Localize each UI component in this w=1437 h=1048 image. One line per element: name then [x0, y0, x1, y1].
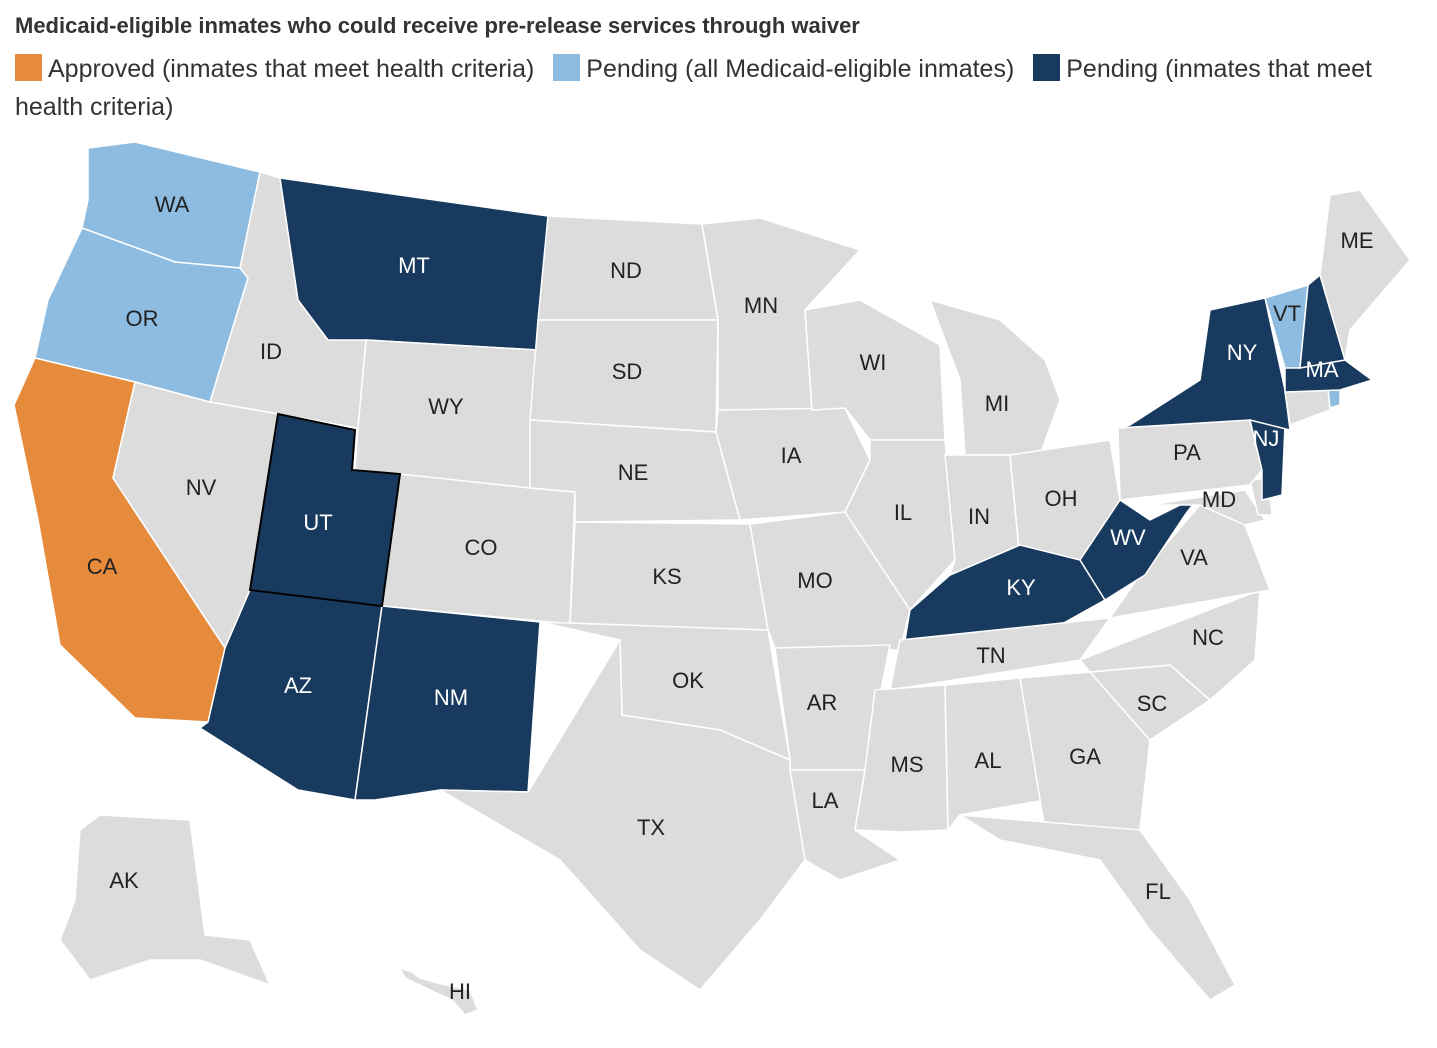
label-ME: ME — [1341, 228, 1374, 253]
label-IL: IL — [894, 500, 912, 525]
label-CA: CA — [87, 554, 118, 579]
label-ID: ID — [260, 339, 282, 364]
label-LA: LA — [812, 788, 839, 813]
legend-swatch-approved — [15, 54, 42, 81]
legend-label-approved: Approved (inmates that meet health crite… — [48, 55, 535, 83]
label-FL: FL — [1145, 879, 1171, 904]
label-MO: MO — [797, 568, 832, 593]
label-AZ: AZ — [284, 673, 312, 698]
state-KY[interactable] — [904, 544, 1106, 641]
label-WV: WV — [1110, 525, 1146, 550]
legend-item-pending-health: Pending (inmates that meet health criter… — [15, 54, 1372, 121]
label-OH: OH — [1045, 486, 1078, 511]
state-GA[interactable] — [1019, 671, 1151, 831]
label-NC: NC — [1192, 625, 1224, 650]
label-MT: MT — [398, 253, 430, 278]
label-AR: AR — [807, 690, 838, 715]
label-NE: NE — [618, 460, 649, 485]
state-CT[interactable] — [1284, 387, 1331, 426]
state-ME[interactable] — [1319, 189, 1411, 361]
label-UT: UT — [303, 510, 332, 535]
utah-outline — [248, 412, 402, 608]
label-KS: KS — [652, 564, 681, 589]
label-AL: AL — [975, 748, 1002, 773]
state-FL[interactable] — [959, 814, 1236, 1001]
legend-swatch-pending-all — [553, 54, 581, 81]
label-TX: TX — [637, 815, 665, 840]
label-VA: VA — [1180, 545, 1208, 570]
state-HI[interactable] — [399, 967, 479, 1016]
label-NY: NY — [1227, 340, 1258, 365]
state-AL[interactable] — [944, 677, 1046, 831]
label-MN: MN — [744, 293, 778, 318]
label-VT: VT — [1273, 301, 1301, 326]
label-MA: MA — [1306, 357, 1339, 382]
label-KY: KY — [1006, 575, 1036, 600]
label-NJ: NJ — [1253, 426, 1280, 451]
label-WY: WY — [428, 394, 464, 419]
legend-label-pending-health: Pending (inmates that meet health criter… — [15, 55, 1372, 121]
label-OK: OK — [672, 668, 704, 693]
state-labels: WA OR CA ID NV MT WY UT AZ CO NM ND SD N… — [87, 192, 1374, 1004]
legend-item-approved: Approved (inmates that meet health crite… — [15, 54, 535, 83]
label-OR: OR — [126, 306, 159, 331]
state-MD[interactable] — [1149, 489, 1266, 526]
legend-swatch-pending-health — [1033, 54, 1061, 81]
label-GA: GA — [1069, 744, 1101, 769]
state-AK[interactable] — [59, 814, 271, 986]
label-SD: SD — [612, 359, 643, 384]
label-MI: MI — [985, 391, 1009, 416]
legend-label-pending-all: Pending (all Medicaid-eligible inmates) — [586, 55, 1015, 83]
label-HI: HI — [449, 979, 471, 1004]
legend: Approved (inmates that meet health crite… — [15, 50, 1415, 126]
map-title: Medicaid-eligible inmates who could rece… — [15, 13, 860, 38]
state-TX[interactable] — [439, 639, 806, 991]
label-SC: SC — [1137, 691, 1168, 716]
state-MI[interactable] — [929, 299, 1061, 456]
label-IN: IN — [968, 504, 990, 529]
label-MD: MD — [1202, 487, 1236, 512]
label-PA: PA — [1173, 440, 1201, 465]
label-ND: ND — [610, 258, 642, 283]
label-CO: CO — [465, 535, 498, 560]
label-IA: IA — [781, 443, 802, 468]
label-WI: WI — [860, 350, 887, 375]
state-NY[interactable] — [1117, 297, 1291, 431]
label-NM: NM — [434, 685, 468, 710]
label-NV: NV — [186, 475, 217, 500]
label-WA: WA — [155, 192, 190, 217]
legend-item-pending-all: Pending (all Medicaid-eligible inmates) — [553, 54, 1015, 83]
label-TN: TN — [976, 643, 1005, 668]
label-MS: MS — [891, 752, 924, 777]
label-AK: AK — [109, 868, 139, 893]
